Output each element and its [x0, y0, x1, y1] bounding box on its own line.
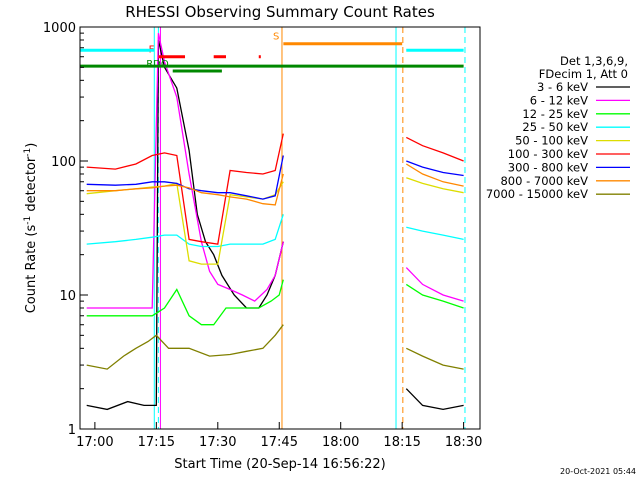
y-tick-label-0: 1: [68, 423, 76, 438]
series-line-3: [86, 214, 464, 248]
legend-label-7: 800 - 7000 keV: [500, 174, 588, 188]
y-tick-label-1: 10: [59, 289, 76, 304]
flag-label-2: RDO: [146, 59, 169, 70]
x-tick-label-1: 17:15: [138, 435, 175, 450]
x-axis-label: Start Time (20-Sep-14 16:56:22): [174, 457, 385, 472]
series-group: [86, 32, 464, 411]
generation-timestamp: 20-Oct-2021 05:44: [560, 467, 636, 476]
legend-label-8: 7000 - 15000 keV: [486, 187, 588, 201]
x-tick-label-3: 17:45: [261, 435, 298, 450]
legend-label-5: 100 - 300 keV: [508, 147, 588, 161]
legend-header-line1: Det 1,3,6,9,: [560, 54, 628, 68]
legend-label-3: 25 - 50 keV: [522, 120, 588, 134]
axis-ticks: 17:00 17:15 17:30 17:45 18:00 18:15 18:30 1 10 10…: [43, 21, 482, 450]
series-line-0: [86, 39, 464, 411]
y-tick-label-2: 100: [51, 155, 76, 170]
series-line-8: [86, 324, 464, 370]
series-line-5: [86, 133, 464, 245]
legend-header-line2: FDecim 1, Att 0: [539, 67, 628, 81]
plot-frame: [79, 26, 481, 430]
x-tick-label-2: 17:30: [199, 435, 236, 450]
legend-label-6: 300 - 800 keV: [508, 160, 588, 174]
legend-label-1: 6 - 12 keV: [530, 93, 588, 107]
x-tick-label-0: 17:00: [76, 435, 113, 450]
legend-label-4: 50 - 100 keV: [515, 134, 588, 148]
x-tick-label-4: 18:00: [322, 435, 359, 450]
series-line-2: [86, 279, 464, 326]
legend-label-0: 3 - 6 keV: [537, 80, 588, 94]
series-line-4: [86, 177, 464, 265]
chart-title: RHESSI Observing Summary Count Rates: [125, 3, 435, 21]
flag-bars: FSRDO: [80, 32, 464, 73]
flag-label-1: S: [273, 32, 279, 43]
y-axis-label: Count Rate (s-1 detector-1): [23, 143, 39, 314]
x-tick-label-5: 18:15: [383, 435, 420, 450]
legend: Det 1,3,6,9, FDecim 1, Att 0 3 - 6 keV6 …: [486, 54, 630, 201]
night-day-lines: [153, 27, 466, 429]
y-tick-label-3: 1000: [43, 21, 76, 36]
series-line-7: [86, 163, 464, 206]
x-tick-label-6: 18:30: [445, 435, 482, 450]
legend-label-2: 12 - 25 keV: [522, 107, 588, 121]
